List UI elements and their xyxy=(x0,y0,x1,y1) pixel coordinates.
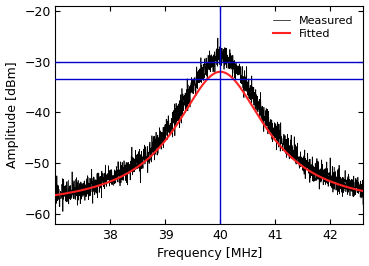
Line: Fitted: Fitted xyxy=(55,72,363,195)
Fitted xyxy=(195,91,199,94)
Fitted xyxy=(69,191,73,194)
Fitted xyxy=(352,188,357,191)
Measured xyxy=(203,68,208,71)
Measured xyxy=(361,192,366,195)
Measured xyxy=(61,210,65,213)
Fitted xyxy=(296,161,300,165)
Y-axis label: Amplitude [dBm]: Amplitude [dBm] xyxy=(6,62,18,168)
Fitted xyxy=(53,193,58,197)
Line: Measured: Measured xyxy=(55,38,363,211)
Measured xyxy=(53,189,58,192)
Measured xyxy=(215,36,220,40)
Measured xyxy=(353,190,357,193)
Measured xyxy=(296,155,300,159)
Fitted xyxy=(203,80,207,83)
Measured xyxy=(352,189,357,192)
Fitted xyxy=(352,188,357,191)
Fitted xyxy=(218,70,223,73)
Measured xyxy=(69,189,73,193)
Measured xyxy=(195,78,199,81)
Legend: Measured, Fitted: Measured, Fitted xyxy=(269,11,358,44)
Fitted xyxy=(361,190,366,193)
X-axis label: Frequency [MHz]: Frequency [MHz] xyxy=(157,247,262,260)
